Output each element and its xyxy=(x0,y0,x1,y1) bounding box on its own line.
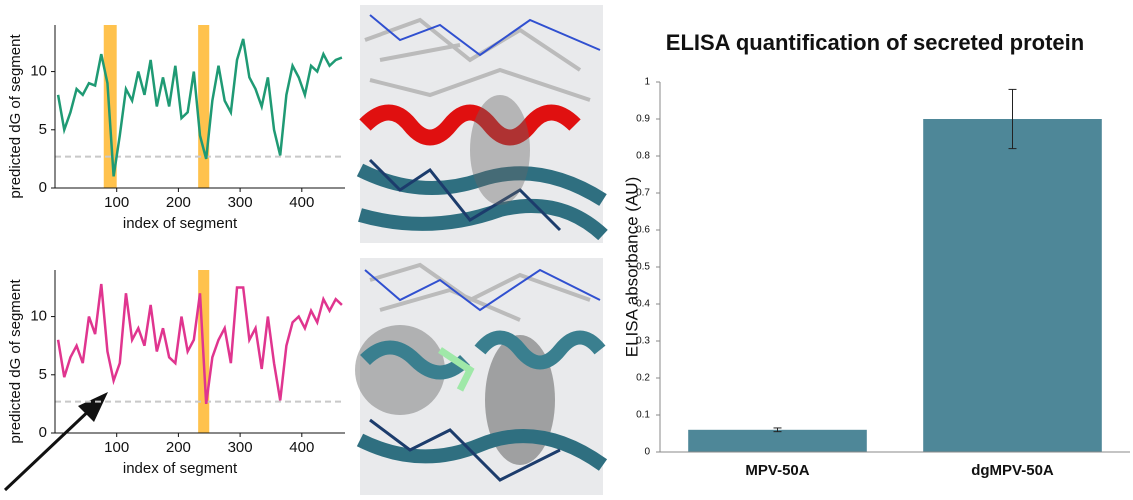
x-tick-label: dgMPV-50A xyxy=(971,462,1054,479)
y-tick-label: 0.8 xyxy=(636,151,650,162)
chart-title: ELISA quantification of secreted protein xyxy=(666,30,1084,55)
structure-image-top xyxy=(360,5,603,243)
x-tick-label: 200 xyxy=(166,194,191,211)
bar xyxy=(688,430,867,452)
y-tick-label: 5 xyxy=(39,366,47,383)
x-tick-label: 300 xyxy=(228,439,253,456)
highlight-span xyxy=(198,25,209,188)
y-tick-label: 10 xyxy=(30,308,47,325)
x-tick-label: 300 xyxy=(228,194,253,211)
figure: 0510100200300400index of segmentpredicte… xyxy=(0,0,1133,495)
bar xyxy=(923,119,1102,452)
y-tick-label: 0.9 xyxy=(636,114,650,125)
x-tick-label: 400 xyxy=(289,194,314,211)
y-tick-label: 10 xyxy=(30,63,47,80)
y-tick-label: 0.1 xyxy=(636,410,650,421)
y-tick-label: 1 xyxy=(644,77,650,88)
y-tick-label: 5 xyxy=(39,121,47,138)
x-tick-label: 100 xyxy=(104,194,129,211)
x-axis-label: index of segment xyxy=(123,460,238,477)
x-tick-label: 400 xyxy=(289,439,314,456)
y-axis-label: predicted dG of segment xyxy=(7,34,24,199)
y-tick-label: 0 xyxy=(644,447,650,458)
x-axis-label: index of segment xyxy=(123,215,238,232)
y-tick-label: 0 xyxy=(39,179,47,196)
y-tick-label: 0.2 xyxy=(636,373,650,384)
x-tick-label: MPV-50A xyxy=(745,462,809,479)
structure-image-bottom xyxy=(355,258,603,495)
y-axis-label: ELISA absorbance (AU) xyxy=(622,177,641,357)
x-tick-label: 200 xyxy=(166,439,191,456)
y-axis-label: predicted dG of segment xyxy=(7,279,24,444)
y-tick-label: 0 xyxy=(39,424,47,441)
x-tick-label: 100 xyxy=(104,439,129,456)
